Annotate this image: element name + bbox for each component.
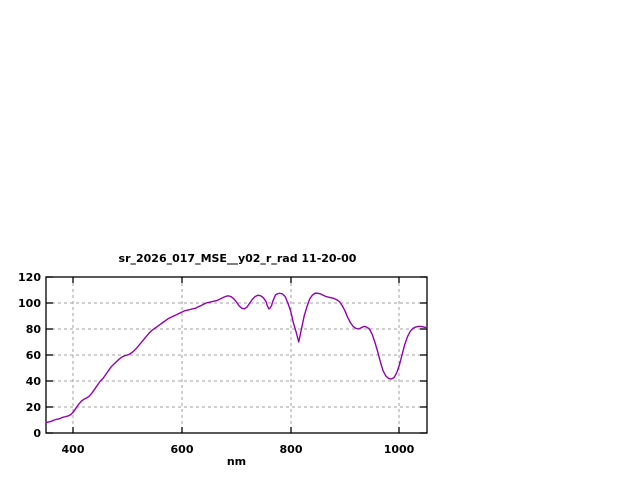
x-axis-label: nm <box>226 455 247 468</box>
y-tick-label-0: 0 <box>33 427 41 440</box>
y-axis-ticks <box>46 276 427 434</box>
y-tick-label-100: 100 <box>18 297 41 310</box>
y-tick-label-40: 40 <box>26 375 42 388</box>
y-tick-label-80: 80 <box>26 323 42 336</box>
data-series-line <box>45 292 428 424</box>
y-tick-label-120: 120 <box>18 271 41 284</box>
chart-title: sr_2026_017_MSE__y02_r_rad 11-20-00 <box>118 252 357 265</box>
x-tick-label-800: 800 <box>280 443 303 456</box>
horizontal-gridlines <box>46 302 427 408</box>
plot-frame <box>45 276 428 434</box>
x-axis-ticks <box>72 277 400 433</box>
y-tick-label-60: 60 <box>26 349 42 362</box>
y-tick-label-20: 20 <box>26 401 42 414</box>
x-tick-label-1000: 1000 <box>384 443 415 456</box>
x-tick-label-600: 600 <box>171 443 194 456</box>
x-tick-label-400: 400 <box>62 443 85 456</box>
x-tick-labels: 400 600 800 1000 <box>62 443 415 456</box>
y-tick-labels: 120 100 80 60 40 20 0 <box>18 271 41 440</box>
vertical-gridlines <box>72 277 400 433</box>
